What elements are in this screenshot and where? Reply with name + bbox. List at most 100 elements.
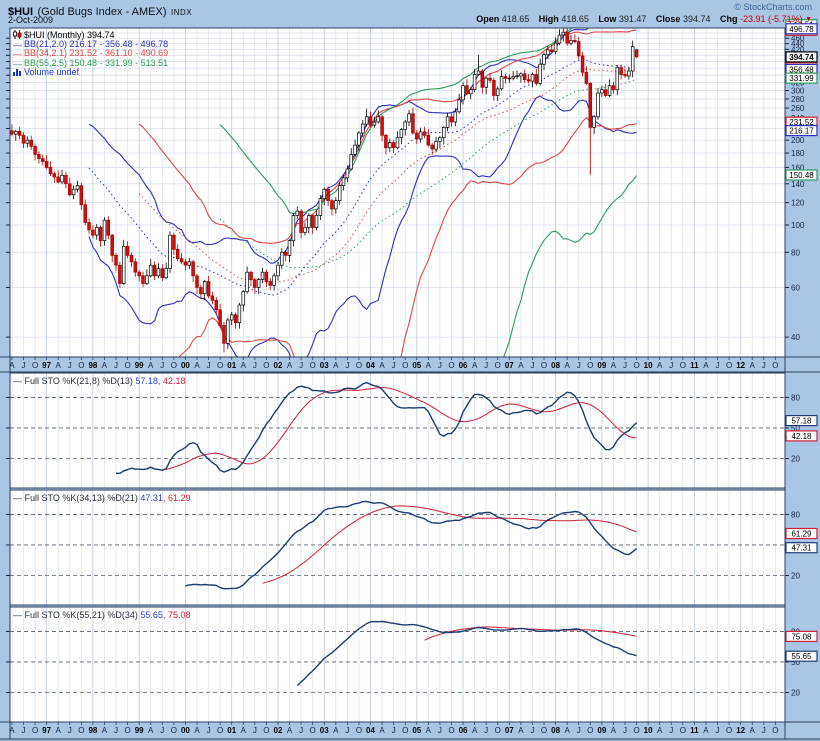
svg-text:A: A — [472, 361, 478, 370]
svg-text:O: O — [772, 361, 778, 370]
svg-text:09: 09 — [597, 726, 606, 735]
svg-text:280: 280 — [791, 95, 805, 104]
svg-text:06: 06 — [459, 361, 468, 370]
svg-text:J: J — [392, 361, 396, 370]
svg-text:O: O — [680, 726, 686, 735]
svg-text:J: J — [762, 726, 766, 735]
svg-text:J: J — [21, 726, 25, 735]
low-label: Low — [598, 14, 616, 24]
svg-text:A: A — [241, 361, 247, 370]
svg-text:40: 40 — [791, 333, 800, 342]
svg-text:O: O — [356, 361, 362, 370]
svg-text:A: A — [241, 726, 247, 735]
svg-text:08: 08 — [551, 361, 560, 370]
svg-text:A: A — [148, 726, 154, 735]
svg-text:260: 260 — [791, 104, 805, 113]
panel1-d-value: 42.18 — [163, 376, 186, 386]
panel2-title: Full STO %K(34,13) %D(21) — [25, 493, 138, 503]
svg-text:J: J — [392, 726, 396, 735]
main-legend: $HUI (Monthly) 394.74 —BB(21,2.0) 216.17… — [13, 30, 168, 78]
svg-text:O: O — [263, 726, 269, 735]
svg-text:O: O — [217, 726, 223, 735]
svg-text:20: 20 — [791, 454, 800, 463]
panel3-label: — Full STO %K(55,21) %D(34) 55.65, 75.08 — [13, 610, 190, 620]
svg-text:O: O — [171, 361, 177, 370]
svg-text:O: O — [263, 361, 269, 370]
svg-text:O: O — [541, 726, 547, 735]
legend-bb21-label: BB(21,2.0) 216.17 - 356.48 - 496.78 — [24, 39, 168, 49]
svg-text:J: J — [669, 726, 673, 735]
svg-text:O: O — [495, 361, 501, 370]
svg-text:O: O — [541, 361, 547, 370]
svg-text:O: O — [124, 726, 130, 735]
svg-text:97: 97 — [42, 726, 51, 735]
svg-text:O: O — [587, 726, 593, 735]
svg-text:200: 200 — [791, 136, 805, 145]
svg-text:A: A — [102, 726, 108, 735]
chg-label: Chg — [720, 14, 738, 24]
svg-text:O: O — [633, 361, 639, 370]
svg-text:A: A — [379, 726, 385, 735]
svg-text:150.48: 150.48 — [789, 171, 814, 180]
svg-text:394.74: 394.74 — [789, 53, 814, 62]
close-value: 394.74 — [683, 14, 711, 24]
high-label: High — [539, 14, 559, 24]
svg-text:A: A — [703, 361, 709, 370]
svg-text:A: A — [703, 726, 709, 735]
svg-text:100: 100 — [791, 221, 805, 230]
svg-text:10: 10 — [644, 726, 653, 735]
svg-text:02: 02 — [274, 361, 283, 370]
svg-text:06: 06 — [459, 726, 468, 735]
svg-text:J: J — [623, 361, 627, 370]
svg-text:57.18: 57.18 — [791, 417, 812, 426]
legend-volume-row: Volume undef — [13, 68, 168, 78]
svg-text:A: A — [426, 361, 432, 370]
svg-text:00: 00 — [181, 361, 190, 370]
svg-text:J: J — [253, 361, 257, 370]
svg-text:J: J — [577, 361, 581, 370]
svg-text:O: O — [32, 726, 38, 735]
low-value: 391.47 — [619, 14, 647, 24]
svg-text:A: A — [194, 361, 200, 370]
svg-text:J: J — [114, 726, 118, 735]
svg-text:99: 99 — [135, 726, 144, 735]
svg-text:O: O — [587, 361, 593, 370]
svg-text:J: J — [762, 361, 766, 370]
svg-text:J: J — [345, 726, 349, 735]
symbol-type-tag: INDX — [171, 8, 192, 17]
svg-text:55.65: 55.65 — [791, 652, 812, 661]
svg-text:J: J — [438, 726, 442, 735]
line-swatch-sto2: — — [13, 493, 22, 503]
symbol-name: (Gold Bugs Index - AMEX) — [38, 6, 167, 18]
svg-text:00: 00 — [181, 726, 190, 735]
svg-text:O: O — [448, 361, 454, 370]
svg-text:J: J — [114, 361, 118, 370]
panel3-title: Full STO %K(55,21) %D(34) — [25, 610, 138, 620]
svg-text:O: O — [356, 726, 362, 735]
svg-text:J: J — [669, 361, 673, 370]
svg-text:42.18: 42.18 — [791, 432, 812, 441]
svg-text:A: A — [287, 726, 293, 735]
svg-text:O: O — [633, 726, 639, 735]
stockcharts-copyright-link[interactable]: © StockCharts.com — [734, 2, 812, 12]
panel1-label: — Full STO %K(21,8) %D(13) 57.18, 42.18 — [13, 376, 185, 386]
legend-volume-label: Volume undef — [24, 67, 79, 77]
svg-text:O: O — [171, 726, 177, 735]
panel3-d-value: 75.08 — [168, 610, 191, 620]
svg-text:A: A — [102, 361, 108, 370]
chg-value: -23.91 (-5.71%) — [740, 14, 803, 24]
svg-text:O: O — [495, 726, 501, 735]
svg-text:05: 05 — [412, 361, 421, 370]
svg-text:O: O — [78, 361, 84, 370]
svg-text:180: 180 — [791, 149, 805, 158]
svg-text:A: A — [287, 361, 293, 370]
svg-text:J: J — [207, 726, 211, 735]
line-swatch-sto1: — — [13, 376, 22, 386]
svg-text:J: J — [253, 726, 257, 735]
svg-text:J: J — [345, 361, 349, 370]
svg-text:98: 98 — [88, 361, 97, 370]
svg-text:J: J — [577, 726, 581, 735]
svg-text:10: 10 — [644, 361, 653, 370]
line-swatch-sto3: — — [13, 610, 22, 620]
svg-text:12: 12 — [736, 361, 745, 370]
